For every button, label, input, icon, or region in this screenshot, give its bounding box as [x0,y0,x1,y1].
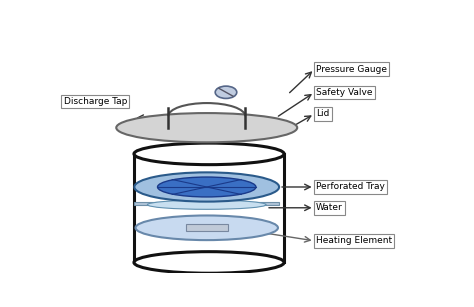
Text: Perforated Tray: Perforated Tray [316,182,385,192]
Ellipse shape [147,200,266,209]
Ellipse shape [134,143,284,165]
Bar [134,202,279,205]
Bar [185,224,228,231]
Text: Discharge Tap: Discharge Tap [64,97,127,106]
Ellipse shape [215,86,237,99]
Bar [134,154,284,262]
Text: Lid: Lid [316,109,329,118]
Text: Safety Valve: Safety Valve [316,88,373,97]
Ellipse shape [136,216,278,240]
Text: Water: Water [316,203,343,212]
Ellipse shape [116,113,297,142]
Ellipse shape [134,252,284,273]
Ellipse shape [157,177,256,197]
Text: Pressure Gauge: Pressure Gauge [316,65,387,74]
Text: Heating Element: Heating Element [316,236,392,245]
Ellipse shape [134,172,279,202]
